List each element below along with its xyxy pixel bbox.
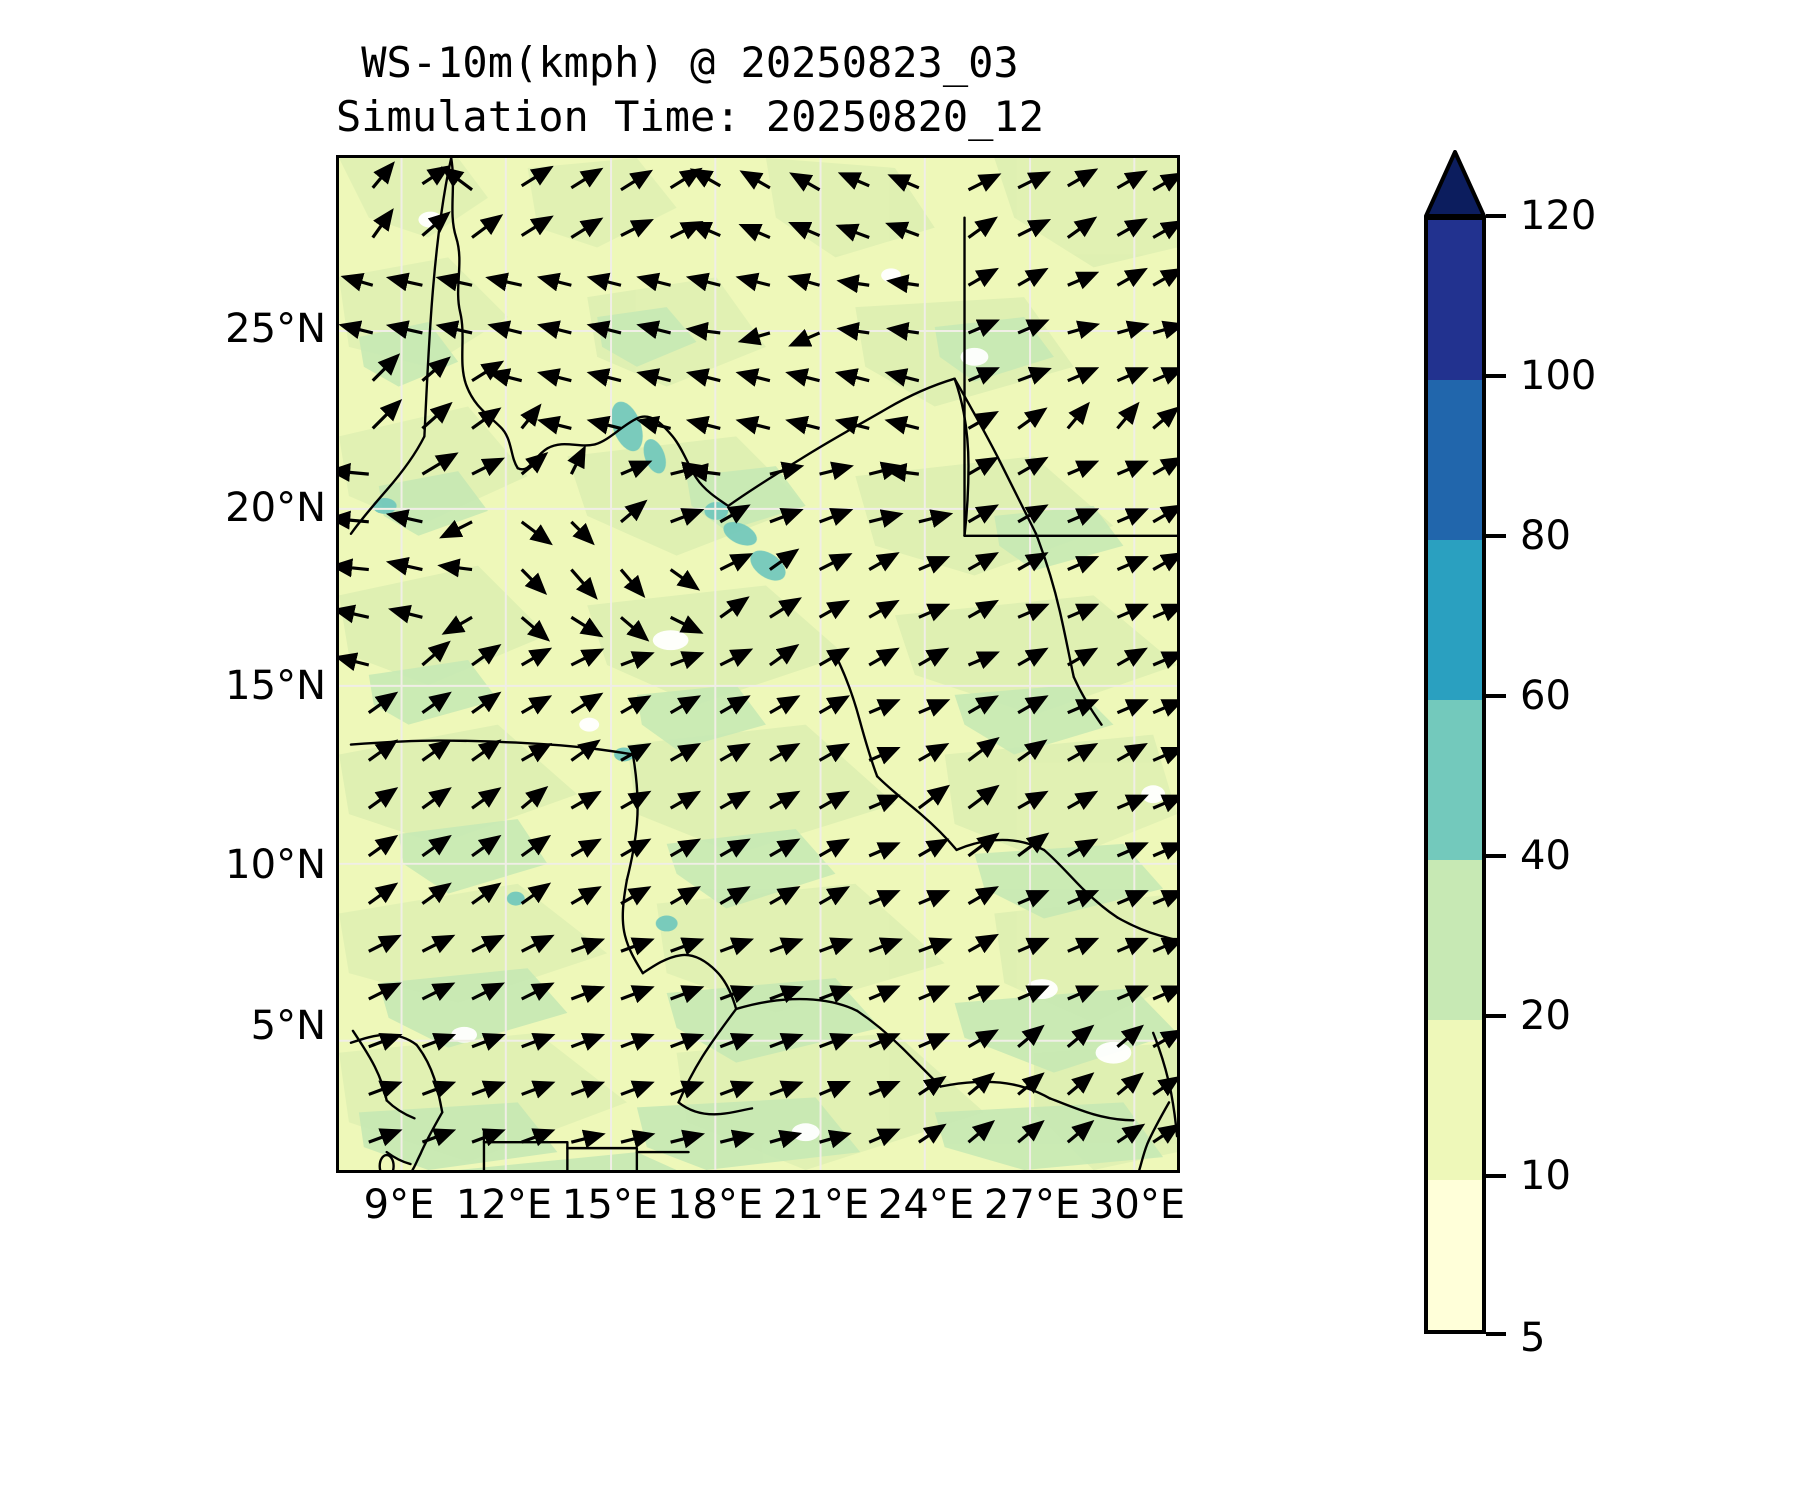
title-line-variable: WS-10m(kmph) @ 20250823_03 (361, 38, 1019, 87)
xtick-mark (718, 1170, 721, 1173)
xtick-label-21E: 21°E (772, 1182, 870, 1228)
wind-vector-arrows (339, 161, 1177, 1149)
colorbar-extend-max-arrow (1424, 150, 1486, 218)
title-line-simulation-time: Simulation Time: 20250820_12 (335, 92, 1044, 141)
colorbar-tick-60 (1486, 694, 1506, 698)
xtick-label-27E: 27°E (983, 1182, 1081, 1228)
xtick-mark (613, 1170, 616, 1173)
figure-title: WS-10m(kmph) @ 20250823_03 Simulation Ti… (0, 36, 1380, 144)
colorbar-label-120: 120 (1520, 193, 1597, 239)
ytick-label-10N: 10°N (225, 842, 326, 888)
colorbar-tick-10 (1486, 1174, 1506, 1178)
colorbar-tick-20 (1486, 1014, 1506, 1018)
colorbar-band-80-100 (1428, 380, 1482, 540)
xtick-label-15E: 15°E (561, 1182, 659, 1228)
colorbar-tick-120 (1486, 214, 1506, 218)
ytick-label-25N: 25°N (225, 306, 326, 352)
colorbar-label-60: 60 (1520, 673, 1571, 719)
xtick-mark (929, 1170, 932, 1173)
colorbar-band-20-40 (1428, 860, 1482, 1020)
map-plot-area[interactable] (336, 155, 1180, 1173)
colorbar-band-5-10 (1428, 1180, 1482, 1330)
xtick-label-30E: 30°E (1088, 1182, 1186, 1228)
colorbar-tick-5 (1486, 1332, 1506, 1336)
xtick-label-9E: 9°E (363, 1182, 435, 1228)
xtick-label-12E: 12°E (455, 1182, 553, 1228)
ytick-label-20N: 20°N (225, 485, 326, 531)
xtick-label-24E: 24°E (877, 1182, 975, 1228)
xtick-mark (402, 1170, 405, 1173)
colorbar-band-40-60 (1428, 700, 1482, 860)
ytick-label-5N: 5°N (250, 1003, 326, 1049)
colorbar-band-100-120 (1428, 220, 1482, 380)
colorbar-label-80: 80 (1520, 513, 1571, 559)
colorbar[interactable]: 120 100 80 60 40 20 10 5 (1424, 150, 1754, 1361)
colorbar-label-5: 5 (1520, 1315, 1546, 1361)
country-borders (349, 158, 1177, 1170)
colorbar-tick-100 (1486, 374, 1506, 378)
ytick-label-15N: 15°N (225, 663, 326, 709)
xtick-mark (1035, 1170, 1038, 1173)
colorbar-label-10: 10 (1520, 1153, 1571, 1199)
xtick-mark (507, 1170, 510, 1173)
map-layers (339, 158, 1177, 1170)
xtick-label-18E: 18°E (666, 1182, 764, 1228)
colorbar-label-20: 20 (1520, 993, 1571, 1039)
xtick-mark (1140, 1170, 1143, 1173)
colorbar-label-100: 100 (1520, 353, 1597, 399)
colorbar-tick-40 (1486, 854, 1506, 858)
colorbar-tick-80 (1486, 534, 1506, 538)
map-canvas (339, 158, 1177, 1170)
colorbar-gradient (1424, 216, 1486, 1334)
speed-band-40-60 (372, 401, 786, 932)
colorbar-band-10-20 (1428, 1020, 1482, 1180)
xtick-mark (824, 1170, 827, 1173)
colorbar-band-60-80 (1428, 540, 1482, 700)
colorbar-label-40: 40 (1520, 833, 1571, 879)
